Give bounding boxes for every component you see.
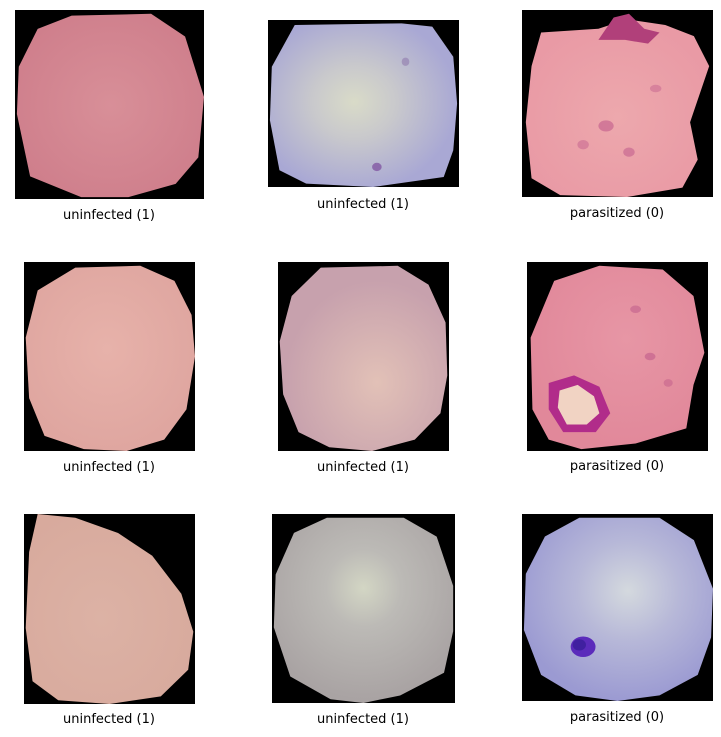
uninfected-cell-2 — [269, 23, 458, 187]
cell-image-3 — [522, 10, 713, 197]
cell-label: uninfected (1) — [63, 460, 155, 475]
uninfected-cell-7 — [25, 514, 194, 704]
cell-label: uninfected (1) — [317, 712, 409, 727]
uninfected-cell-4 — [25, 265, 195, 451]
cell-label: parasitized (0) — [569, 710, 665, 725]
uninfected-cell-5 — [279, 265, 448, 451]
uninfected-cell-8 — [273, 517, 454, 703]
uninfected-cell-1 — [16, 13, 204, 198]
cell-label: parasitized (0) — [569, 206, 665, 221]
cell-label: uninfected (1) — [63, 208, 155, 223]
cell-image-4 — [24, 262, 195, 451]
cell-image-2 — [268, 20, 459, 187]
cell-image-6 — [527, 262, 708, 451]
cell-image-1 — [15, 10, 204, 199]
parasitized-cell-6 — [530, 265, 705, 450]
cell-label: uninfected (1) — [63, 712, 155, 727]
parasitized-cell-3 — [525, 13, 710, 197]
cell-image-9 — [522, 514, 713, 701]
cell-image-7 — [24, 514, 195, 704]
cell-label: parasitized (0) — [569, 459, 665, 474]
cell-image-5 — [278, 262, 449, 451]
parasitized-cell-9 — [523, 517, 713, 701]
cell-image-8 — [272, 514, 455, 703]
cell-label: uninfected (1) — [317, 197, 409, 212]
cell-label: uninfected (1) — [317, 460, 409, 475]
